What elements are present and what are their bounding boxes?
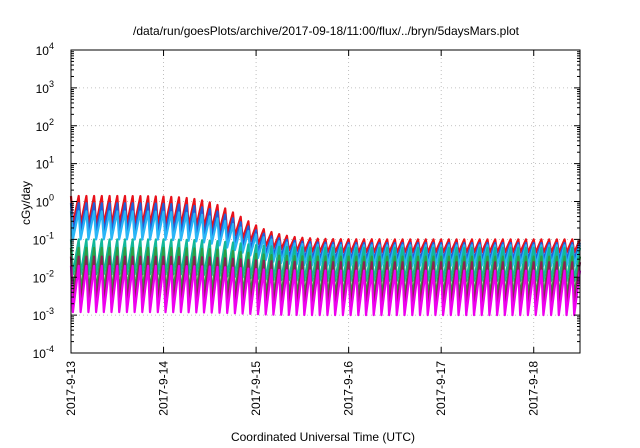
y-tick-label: 100 (36, 193, 54, 210)
y-tick-label: 103 (36, 79, 54, 96)
series-line (69, 210, 582, 267)
y-tick-label: 10-4 (33, 344, 54, 361)
y-tick-label: 104 (36, 41, 54, 58)
x-tick-label: 2017-9-14 (157, 361, 171, 416)
chart-title: /data/run/goesPlots/archive/2017-09-18/1… (133, 24, 520, 38)
x-axis-label: Coordinated Universal Time (UTC) (231, 430, 415, 444)
series-line (69, 255, 582, 308)
x-tick-label: 2017-9-17 (434, 361, 448, 416)
series-line (69, 238, 582, 282)
series-line (69, 264, 582, 317)
x-tick-label: 2017-9-13 (64, 361, 78, 416)
axis-ticks: 10-4 10-3 10-2 10-1 100 101 102 103 104 2017-9-13… (33, 41, 580, 416)
x-tick-label: 2017-9-15 (249, 361, 263, 416)
y-tick-label: 10-1 (33, 230, 54, 247)
series-group (69, 194, 582, 317)
x-tick-label: 2017-9-18 (527, 361, 541, 416)
series-line (69, 202, 582, 261)
x-tick-label: 2017-9-16 (342, 361, 356, 416)
y-tick-label: 10-3 (33, 306, 54, 323)
y-tick-label: 102 (36, 117, 54, 134)
y-tick-label: 10-2 (33, 268, 54, 285)
y-axis-label: cGy/day (19, 181, 33, 225)
series-line (69, 194, 582, 254)
y-tick-label: 101 (36, 155, 54, 172)
series-line (69, 246, 582, 299)
